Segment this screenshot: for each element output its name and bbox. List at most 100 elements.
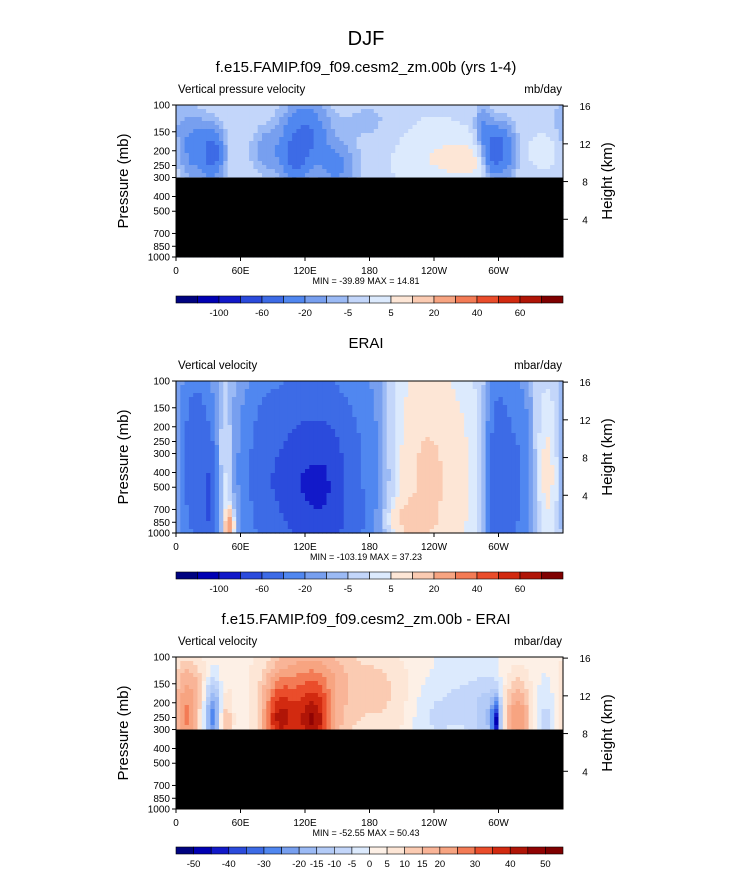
y-tick-label: 500 <box>153 207 170 218</box>
heatmap-cell <box>249 129 254 134</box>
heatmap-cell <box>184 425 190 430</box>
heatmap-cell <box>300 133 306 138</box>
heatmap-cell <box>481 437 487 442</box>
heatmap-cell <box>330 125 336 130</box>
heatmap-cell <box>219 389 224 394</box>
heatmap-cell <box>279 161 285 166</box>
heatmap-cell <box>416 125 422 130</box>
heatmap-cell <box>464 425 469 430</box>
heatmap-cell <box>425 117 431 122</box>
heatmap-cell <box>343 445 349 450</box>
heatmap-cell <box>455 129 461 134</box>
heatmap-cell <box>369 445 375 450</box>
heatmap-cell <box>515 109 521 114</box>
heatmap-cell <box>244 441 250 446</box>
heatmap-cell <box>434 421 439 426</box>
units-label: mb/day <box>524 84 562 96</box>
heatmap-cell <box>403 165 409 170</box>
heatmap-cell <box>206 401 211 406</box>
heatmap-cell <box>283 417 289 422</box>
heatmap-cell <box>188 385 194 390</box>
heatmap-cell <box>468 401 474 406</box>
heatmap-cell <box>236 437 242 442</box>
heatmap-cell <box>520 117 525 122</box>
heatmap-cell <box>292 445 297 450</box>
heatmap-cell <box>399 113 405 118</box>
heatmap-cell <box>193 161 199 166</box>
heatmap-cell <box>429 397 435 402</box>
heatmap-cell <box>498 417 504 422</box>
heatmap-cell <box>395 105 401 110</box>
heatmap-cell <box>434 441 439 446</box>
heatmap-cell <box>262 413 267 418</box>
heatmap-cell <box>412 417 418 422</box>
heatmap-cell <box>313 121 319 126</box>
heatmap-cell <box>214 157 220 162</box>
heatmap-cell <box>356 413 362 418</box>
heatmap-cell <box>180 113 186 118</box>
heatmap-cell <box>240 105 246 110</box>
heatmap-cell <box>485 401 491 406</box>
heatmap-cell <box>283 121 289 126</box>
heatmap-cell <box>214 437 220 442</box>
colorbar-box <box>455 295 478 304</box>
heatmap-cell <box>446 125 452 130</box>
heatmap-cell <box>541 441 547 446</box>
heatmap-cell <box>528 169 534 174</box>
heatmap-cell <box>210 397 216 402</box>
heatmap-cell <box>554 397 560 402</box>
heatmap-cell <box>193 169 199 174</box>
heatmap-cell <box>537 145 543 150</box>
heatmap-cell <box>352 441 358 446</box>
heatmap-cell <box>335 153 340 158</box>
heatmap-cell <box>223 413 229 418</box>
heatmap-cell <box>262 125 267 130</box>
heatmap-cell <box>399 129 405 134</box>
heatmap-cell <box>266 405 272 410</box>
heatmap-cell <box>421 161 426 166</box>
heatmap-cell <box>438 397 444 402</box>
heatmap-cell <box>326 393 332 398</box>
heatmap-cell <box>309 429 315 434</box>
heatmap-cell <box>558 425 564 430</box>
heatmap-cell <box>253 113 259 118</box>
heatmap-cell <box>382 165 388 170</box>
heatmap-cell <box>360 405 366 410</box>
heatmap-cell <box>292 405 297 410</box>
heatmap-cell <box>360 441 366 446</box>
heatmap-cell <box>446 425 452 430</box>
heatmap-cell <box>184 417 190 422</box>
heatmap-cell <box>429 169 435 174</box>
heatmap-cell <box>434 149 439 154</box>
heatmap-cell <box>176 145 181 150</box>
heatmap-cell <box>317 385 323 390</box>
heatmap-cell <box>270 117 276 122</box>
heatmap-cell <box>317 141 323 146</box>
heatmap-cell <box>253 105 259 110</box>
heatmap-cell <box>528 121 534 126</box>
heatmap-cell <box>520 145 525 150</box>
heatmap-cell <box>507 165 512 170</box>
heatmap-cell <box>352 109 358 114</box>
heatmap-cell <box>330 393 336 398</box>
heatmap-cell <box>262 153 267 158</box>
heatmap-cell <box>412 429 418 434</box>
heatmap-cell <box>520 141 525 146</box>
heatmap-cell <box>283 389 289 394</box>
heatmap-cell <box>403 121 409 126</box>
heatmap-cell <box>223 169 229 174</box>
heatmap-cell <box>214 413 220 418</box>
heatmap-cell <box>317 105 323 110</box>
heatmap-cell <box>330 445 336 450</box>
heatmap-cell <box>528 117 534 122</box>
heatmap-cell <box>201 121 207 126</box>
heatmap-cell <box>511 409 517 414</box>
heatmap-cell <box>464 153 469 158</box>
heatmap-cell <box>305 381 310 386</box>
heatmap-cell <box>515 141 521 146</box>
heatmap-cell <box>214 445 220 450</box>
y-tick-label: 300 <box>153 173 170 184</box>
heatmap-cell <box>558 125 564 130</box>
heatmap-cell <box>210 133 216 138</box>
heatmap-cell <box>201 401 207 406</box>
